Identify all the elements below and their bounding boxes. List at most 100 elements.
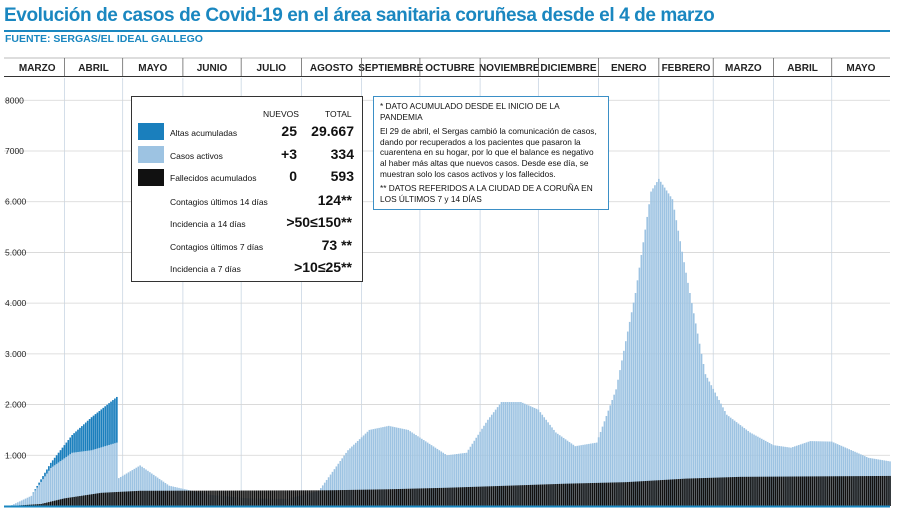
bar-fallecidos-352 (693, 478, 695, 506)
bar-fallecidos-208 (413, 488, 415, 506)
bar-fallecidos-453 (889, 475, 891, 506)
bar-activos-222 (440, 451, 443, 506)
bar-activos-22 (51, 460, 54, 506)
legend-extra-value-3: >10≤25** (294, 259, 352, 275)
bar-fallecidos-160 (320, 490, 322, 506)
bar-activos-296 (584, 444, 586, 506)
legend-extra-value-0: 124** (317, 192, 352, 208)
bar-fallecidos-219 (434, 488, 437, 506)
chart-title: Evolución de casos de Covid-19 en el áre… (4, 5, 715, 26)
bar-fallecidos-239 (473, 486, 476, 506)
bar-fallecidos-350 (689, 478, 691, 506)
y-tick-3: 4.000 (5, 298, 27, 308)
bar-activos-421 (827, 441, 829, 506)
bar-fallecidos-190 (378, 489, 380, 506)
legend-label-activos: Casos activos (170, 151, 223, 161)
bar-fallecidos-81 (166, 490, 169, 506)
bar-activos-57 (119, 476, 122, 506)
bar-activos-334 (658, 178, 660, 506)
bar-fallecidos-412 (809, 476, 812, 506)
bar-activos-5 (18, 501, 21, 506)
bar-activos-261 (516, 402, 518, 506)
bar-fallecidos-276 (545, 484, 547, 506)
bar-fallecidos-273 (539, 484, 542, 506)
bar-fallecidos-254 (502, 485, 505, 506)
bar-activos-223 (442, 452, 444, 506)
bar-fallecidos-233 (461, 487, 464, 506)
bar-activos-62 (129, 471, 132, 506)
bar-fallecidos-403 (792, 476, 794, 506)
bar-fallecidos-432 (848, 476, 851, 506)
bar-fallecidos-31 (69, 497, 72, 506)
bar-fallecidos-240 (475, 486, 478, 506)
bar-activos-420 (825, 441, 827, 506)
bar-fallecidos-28 (63, 498, 66, 506)
bar-activos-427 (838, 444, 841, 506)
bar-fallecidos-353 (694, 478, 697, 506)
bar-activos-204 (405, 429, 408, 506)
bar-fallecidos-411 (807, 476, 810, 506)
bar-activos-180 (358, 439, 361, 506)
bar-activos-170 (339, 461, 342, 506)
bar-activos-331 (652, 188, 654, 506)
bar-fallecidos-428 (840, 476, 843, 506)
bar-fallecidos-327 (644, 481, 647, 506)
bar-fallecidos-225 (446, 487, 448, 506)
bar-activos-260 (514, 402, 516, 506)
bar-fallecidos-341 (671, 479, 674, 506)
bar-fallecidos-255 (504, 485, 507, 506)
bar-fallecidos-156 (312, 490, 314, 506)
bar-activos-175 (349, 448, 351, 506)
bar-fallecidos-398 (782, 476, 784, 506)
bar-activos-51 (108, 403, 110, 506)
bar-fallecidos-335 (659, 480, 662, 506)
bar-fallecidos-279 (551, 484, 553, 506)
bar-activos-189 (376, 428, 378, 506)
bar-fallecidos-93 (189, 490, 192, 506)
bar-altas-12 (32, 492, 35, 494)
bar-activos-418 (821, 441, 823, 506)
bar-activos-186 (370, 429, 373, 506)
bar-activos-68 (141, 466, 143, 506)
bar-activos-366 (720, 403, 722, 506)
bar-fallecidos-56 (117, 491, 120, 506)
bar-fallecidos-187 (372, 489, 375, 506)
bar-activos-395 (776, 445, 779, 506)
bar-fallecidos-52 (110, 492, 112, 506)
legend-total-activos: 334 (330, 146, 354, 162)
bar-fallecidos-37 (81, 495, 83, 506)
bar-fallecidos-293 (578, 483, 580, 506)
bar-fallecidos-284 (560, 483, 563, 506)
bar-activos-335 (659, 181, 662, 506)
bar-activos-412 (809, 441, 812, 506)
bar-fallecidos-147 (294, 490, 297, 506)
bar-activos-359 (706, 377, 709, 506)
month-label-4: JULIO (257, 63, 287, 74)
bar-fallecidos-46 (98, 493, 101, 506)
bar-fallecidos-196 (389, 489, 392, 506)
bar-fallecidos-155 (310, 490, 312, 506)
bar-fallecidos-130 (261, 490, 264, 506)
bar-fallecidos-126 (253, 490, 256, 506)
bar-activos-21 (49, 462, 52, 506)
bar-fallecidos-410 (805, 476, 808, 506)
bar-activos-302 (595, 442, 598, 506)
bar-fallecidos-71 (147, 490, 149, 506)
bar-fallecidos-246 (487, 486, 489, 506)
bar-activos-181 (360, 437, 363, 506)
bar-fallecidos-178 (354, 489, 357, 506)
bar-activos-275 (543, 417, 546, 506)
bar-activos-197 (391, 426, 394, 506)
bar-altas-43 (92, 415, 95, 450)
bar-activos-187 (372, 429, 375, 506)
bar-fallecidos-417 (819, 476, 821, 506)
bar-activos-258 (510, 402, 512, 506)
bar-activos-407 (799, 444, 802, 506)
bar-fallecidos-158 (316, 490, 318, 506)
bar-activos-265 (523, 403, 526, 506)
bar-fallecidos-449 (881, 475, 884, 506)
bar-fallecidos-85 (174, 490, 176, 506)
bar-fallecidos-226 (448, 487, 450, 506)
bar-fallecidos-78 (160, 490, 163, 506)
bar-activos-206 (409, 431, 411, 506)
